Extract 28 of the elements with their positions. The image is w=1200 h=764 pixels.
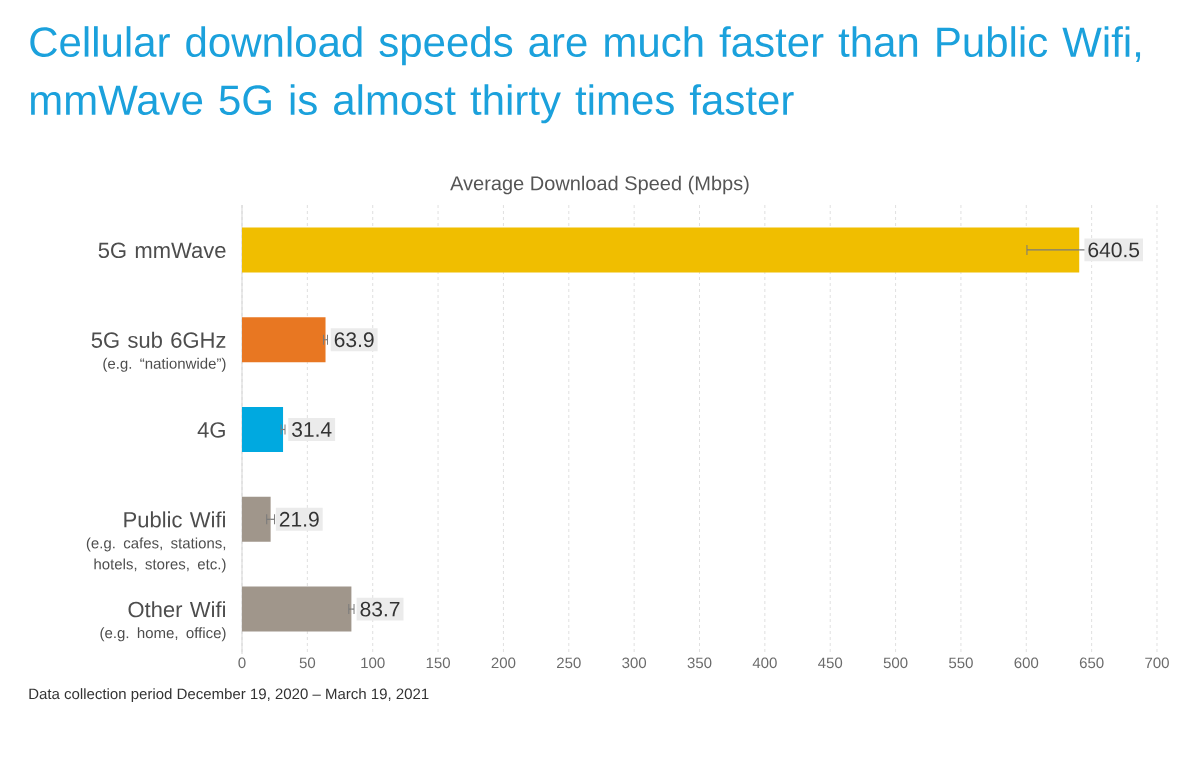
chart-subtitle: Average Download Speed (Mbps) [450,175,749,195]
x-tick-label: 650 [1079,657,1104,669]
y-tick-label: Public Wifi (e.g. cafes, stations, hotels, stores, etc.) [86,511,226,573]
data-label: 31.4 [292,422,332,437]
x-tick-label: 550 [949,657,973,669]
x-tick-label: 500 [883,657,908,669]
x-tick-label: 400 [752,657,777,669]
x-tick-label: 450 [818,657,843,669]
data-label: 21.9 [279,511,319,527]
y-tick-label: 5G mmWave [98,242,226,259]
data-label: 63.9 [334,332,374,348]
x-tick-label: 350 [687,657,712,669]
x-tick-label: 100 [361,657,385,669]
x-tick-label: 200 [491,657,516,669]
x-tick-label: 0 [238,657,246,669]
x-tick-label: 700 [1145,657,1169,669]
data-label: 640.5 [1088,242,1140,258]
x-tick-label: 50 [299,657,316,669]
data-label: 83.7 [360,601,400,617]
y-tick-label: Other Wifi (e.g. home, office) [100,601,226,642]
x-tick-label: 300 [622,657,647,669]
text: Data collection period December 19, 2020 – March 19, 2021 [29,688,429,703]
y-tick-label: 4G [197,422,225,438]
chart-title: Cellular download speeds are much faster than Public Wifi, mmWave 5G is almost thirty times faster [30,26,1141,124]
x-tick-label: 600 [1014,657,1039,669]
y-tick-label: 5G sub 6GHz (e.g. “nationwide”) [91,331,226,372]
x-tick-label: 150 [426,657,450,669]
x-tick-label: 250 [557,657,581,669]
